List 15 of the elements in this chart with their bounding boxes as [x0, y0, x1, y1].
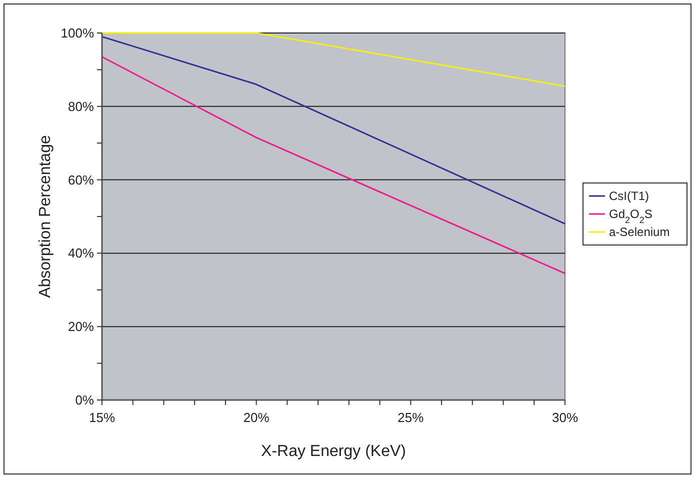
- y-tick-label: 60%: [68, 172, 94, 188]
- x-axis-title: X-Ray Energy (KeV): [261, 443, 406, 460]
- y-tick-label: 0%: [75, 392, 94, 408]
- y-tick-label: 20%: [68, 319, 94, 334]
- x-tick-label: 15%: [88, 410, 116, 425]
- legend-label: Gd$_{2}$O$_{2}$S: [609, 207, 652, 225]
- y-tick-label: 100%: [60, 26, 94, 40]
- legend-label: CsI(T1): [609, 189, 649, 203]
- y-axis-title: Absorption Percentage: [37, 135, 54, 298]
- y-tick-label: 80%: [68, 98, 94, 114]
- y-tick-label: 40%: [68, 246, 94, 261]
- x-tick-label: 25%: [398, 410, 424, 425]
- x-tick-label: 20%: [243, 410, 270, 425]
- x-tick-label: 30%: [552, 410, 578, 425]
- legend-label: a-Selenium: [609, 225, 670, 239]
